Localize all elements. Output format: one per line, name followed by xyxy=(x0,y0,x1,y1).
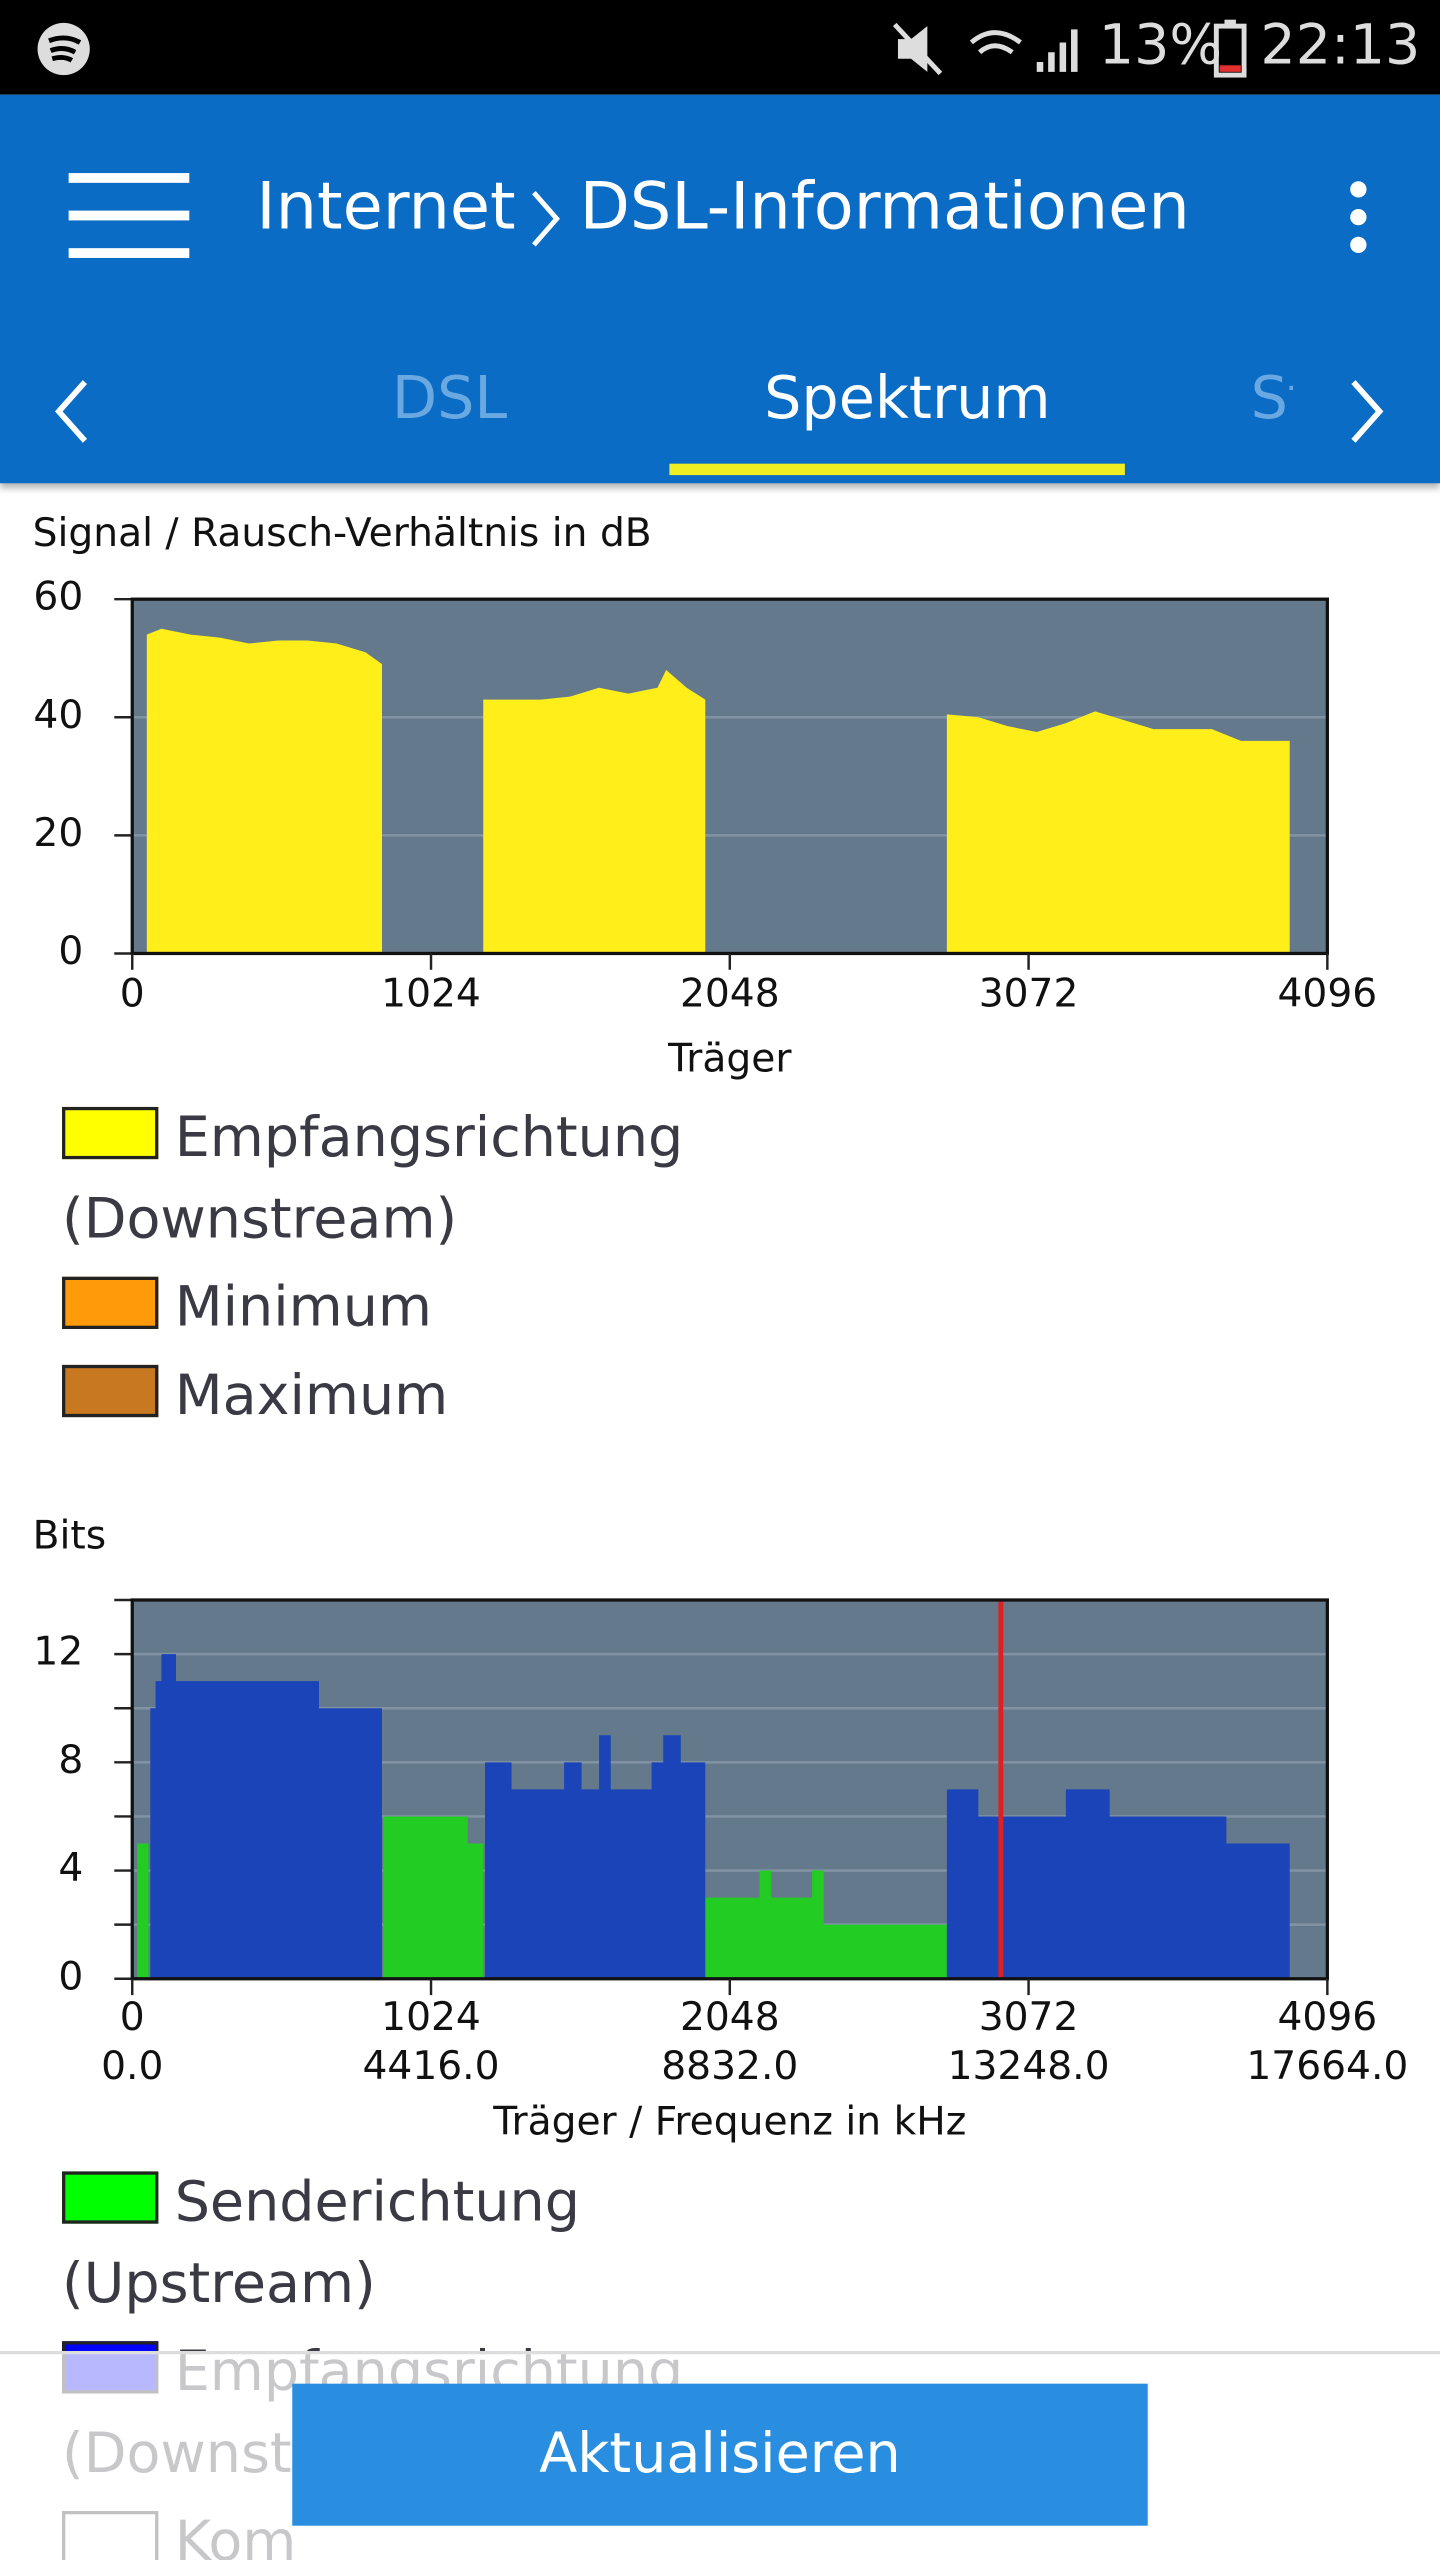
x-tick-label: 1024 xyxy=(381,971,481,1016)
x-freq-label: 4416.0 xyxy=(362,2044,499,2089)
x-tick-label: 4096 xyxy=(1277,1995,1377,2040)
legend-item: Maximum xyxy=(62,1355,715,1437)
status-icons xyxy=(892,22,1078,76)
breadcrumb-section[interactable]: Internet xyxy=(256,169,516,245)
tab-next[interactable] xyxy=(1347,376,1386,448)
y-tick-label: 4 xyxy=(58,1846,83,1891)
x-freq-label: 17664.0 xyxy=(1246,2044,1408,2089)
x-tick-label: 3072 xyxy=(979,971,1079,1016)
app-bar: Internet DSL-Informationen DSL Spektrum … xyxy=(0,94,1440,484)
overflow-menu[interactable] xyxy=(1342,180,1375,255)
legend-label: Empfangsrichtung (Downstream) xyxy=(62,1105,684,1253)
x-freq-label: 8832.0 xyxy=(661,2044,798,2089)
x-axis-label: Träger / Frequenz in kHz xyxy=(492,2100,966,2145)
y-tick-label: 0 xyxy=(58,1954,83,1999)
legend-item: Minimum xyxy=(62,1267,715,1349)
legend-swatch xyxy=(62,2171,159,2224)
tab[interactable]: St xyxy=(1250,365,1293,433)
x-tick-label: 3072 xyxy=(979,1995,1079,2040)
x-tick-label: 1024 xyxy=(381,1995,481,2040)
legend-label: Maximum xyxy=(174,1363,449,1429)
tab-prev[interactable] xyxy=(52,376,91,448)
legend-label: Senderichtung (Upstream) xyxy=(62,2169,580,2317)
area xyxy=(705,1870,947,1979)
refresh-button[interactable]: Aktualisieren xyxy=(292,2383,1148,2526)
legend-label: Minimum xyxy=(174,1275,432,1341)
y-tick-label: 20 xyxy=(33,811,83,856)
y-tick-label: 8 xyxy=(58,1738,83,1783)
legend-swatch xyxy=(62,1364,159,1418)
chart-title: Signal / Rausch-Verhältnis in dB xyxy=(33,511,652,556)
status-bar: 13% 22:13 xyxy=(0,0,1440,95)
breadcrumb-chevron xyxy=(532,191,560,247)
x-tick-label: 2048 xyxy=(680,971,780,1016)
area xyxy=(150,1654,383,1979)
legend-swatch xyxy=(62,1106,159,1160)
battery-icon xyxy=(1213,19,1247,78)
area xyxy=(146,628,383,954)
area xyxy=(383,1816,484,1979)
area xyxy=(946,711,1290,954)
legend-item: Senderichtung (Upstream) xyxy=(62,2162,715,2325)
spotify-icon xyxy=(37,22,90,76)
menu-button[interactable] xyxy=(68,173,190,258)
area xyxy=(483,670,706,954)
page-title: DSL-Informationen xyxy=(579,169,1190,245)
battery-level: 13% xyxy=(1098,13,1223,79)
y-tick-label: 40 xyxy=(33,693,83,738)
y-tick-label: 60 xyxy=(33,575,83,620)
area xyxy=(137,1843,149,1979)
x-tick-label: 0 xyxy=(120,971,145,1016)
x-tick-label: 0 xyxy=(120,1995,145,2040)
clock: 22:13 xyxy=(1260,13,1421,79)
area xyxy=(946,1789,1290,1979)
legend-swatch xyxy=(62,1276,159,1329)
x-axis-label: Träger xyxy=(667,1037,792,1082)
area xyxy=(484,1735,706,1979)
chart-title: Bits xyxy=(33,1513,107,1558)
x-tick-label: 2048 xyxy=(680,1995,780,2040)
x-tick-label: 4096 xyxy=(1277,971,1377,1016)
tab-active[interactable]: Spektrum xyxy=(764,365,1051,433)
y-tick-label: 0 xyxy=(58,929,83,974)
tab[interactable]: DSL xyxy=(391,365,508,433)
x-freq-label: 0.0 xyxy=(101,2044,163,2089)
y-tick-label: 12 xyxy=(33,1630,83,1675)
tab-indicator xyxy=(669,463,1125,476)
legend-item: Empfangsrichtung (Downstream) xyxy=(62,1097,715,1260)
x-freq-label: 13248.0 xyxy=(948,2044,1110,2089)
